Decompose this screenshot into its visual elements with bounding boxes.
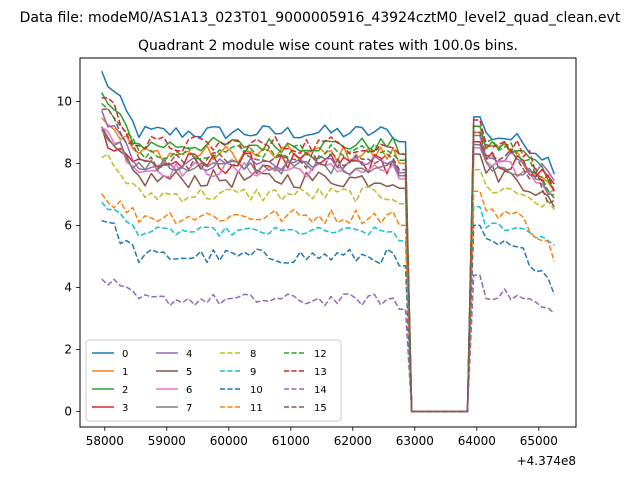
legend-label-1: 1: [122, 367, 128, 378]
legend-label-6: 6: [186, 385, 192, 396]
legend-label-15: 15: [314, 403, 327, 414]
series-line-9: [101, 201, 555, 413]
x-tick-label: 64000: [458, 434, 496, 448]
y-tick-label: 10: [57, 94, 72, 108]
legend-label-3: 3: [122, 403, 128, 414]
series-group: [100, 70, 556, 413]
series-line-0: [101, 70, 556, 413]
chart-suptitle: Data file: modeM0/AS1A13_023T01_90000059…: [20, 10, 621, 26]
y-tick-label: 8: [64, 156, 72, 170]
series-line-13: [101, 97, 556, 413]
legend-label-12: 12: [314, 349, 327, 360]
y-tick-label: 0: [64, 404, 72, 418]
series-line-14: [101, 274, 555, 413]
series-line-15: [101, 107, 555, 413]
x-tick-label: 65000: [520, 434, 558, 448]
y-tick-label: 2: [64, 342, 72, 356]
x-tick-label: 63000: [396, 434, 434, 448]
legend-label-10: 10: [250, 385, 263, 396]
y-tick-label: 4: [64, 280, 72, 294]
x-tick-label: 60000: [210, 434, 248, 448]
x-tick-label: 62000: [334, 434, 372, 448]
legend-label-4: 4: [186, 349, 192, 360]
legend-label-14: 14: [314, 385, 327, 396]
legend-label-0: 0: [122, 349, 128, 360]
legend-label-13: 13: [314, 367, 327, 378]
x-tick-label: 61000: [272, 434, 310, 448]
x-tick-label: 58000: [86, 434, 124, 448]
x-offset-label: +4.374e8: [517, 454, 576, 468]
legend-label-11: 11: [250, 403, 263, 414]
series-line-8: [101, 153, 555, 413]
series-line-6: [101, 126, 555, 413]
plot-frame: [79, 57, 577, 428]
series-line-10: [101, 219, 556, 413]
legend-label-8: 8: [250, 349, 256, 360]
legend-label-2: 2: [122, 385, 128, 396]
legend-label-9: 9: [250, 367, 256, 378]
legend-box: [85, 339, 342, 422]
plot-axes: 58000 59000 60000 61000 62000 63000 64000 65000…: [57, 94, 558, 448]
series-line-11: [101, 190, 556, 413]
y-tick-label: 6: [64, 218, 72, 232]
legend-label-5: 5: [186, 367, 192, 378]
chart-title: Quadrant 2 module wise count rates with …: [138, 38, 518, 54]
series-line-5: [101, 126, 555, 413]
x-tick-label: 59000: [148, 434, 186, 448]
series-line-7: [101, 129, 555, 413]
series-line-12: [101, 102, 555, 413]
legend-label-7: 7: [186, 403, 192, 414]
